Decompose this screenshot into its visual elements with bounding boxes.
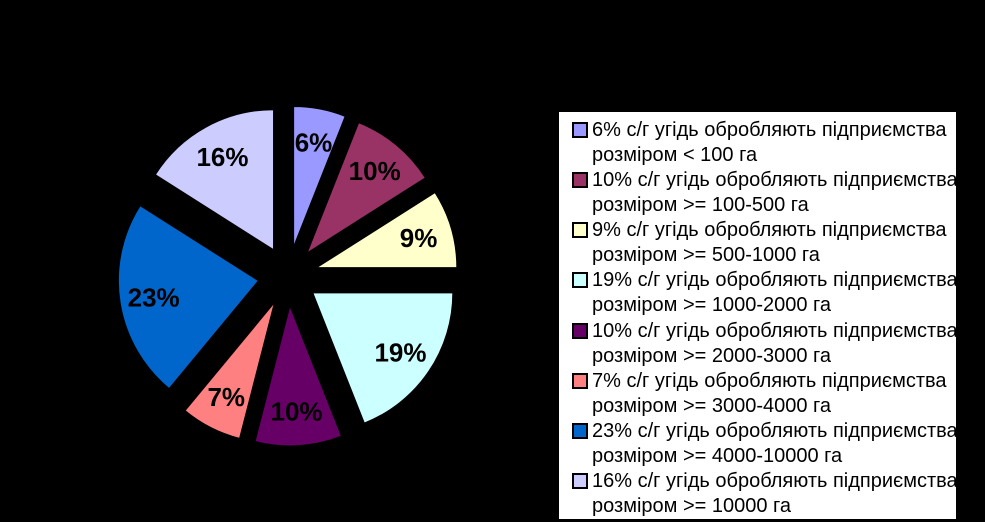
pie-slice-label: 6% <box>295 127 333 157</box>
legend-item: 6% с/г угідь обробляють підприємства роз… <box>572 118 950 168</box>
pie-slice-9% <box>315 191 458 269</box>
pie-slice-label: 16% <box>196 142 248 172</box>
legend-item: 9% с/г угідь обробляють підприємства роз… <box>572 218 950 268</box>
chart-legend: 6% с/г угідь обробляють підприємства роз… <box>557 110 958 521</box>
legend-label: 6% с/г угідь обробляють підприємства роз… <box>592 119 947 166</box>
pie-slice-label: 9% <box>400 223 438 253</box>
legend-swatch <box>572 372 588 389</box>
pie-slice-6% <box>293 106 346 247</box>
legend-swatch <box>572 272 588 289</box>
legend-swatch <box>572 222 588 239</box>
pie-slice-23% <box>117 204 260 390</box>
legend-item: 23% с/г угідь обробляють підприємства ро… <box>572 419 958 469</box>
legend-swatch <box>572 322 588 339</box>
pie-slice-10% <box>306 122 427 255</box>
pie-slice-19% <box>312 292 454 424</box>
pie-slice-label: 23% <box>128 282 180 312</box>
legend-item: 16% с/г угідь обробляють підприємства ро… <box>572 469 958 519</box>
legend-item: 10% с/г угідь обробляють підприємства ро… <box>572 168 958 218</box>
legend-item: 19% с/г угідь обробляють підприємства ро… <box>572 268 958 318</box>
pie-slice-10% <box>254 304 343 447</box>
legend-swatch <box>572 472 588 489</box>
legend-item: 10% с/г угідь обробляють підприємства ро… <box>572 319 958 369</box>
pie-slice-7% <box>184 302 275 439</box>
legend-label: 23% с/г угідь обробляють підприємства ро… <box>592 419 958 467</box>
legend-item: 7% с/г угідь обробляють підприємства роз… <box>572 369 950 419</box>
legend-label: 16% с/г угідь обробляють підприємства ро… <box>592 469 958 517</box>
legend-swatch <box>572 172 588 189</box>
pie-slice-label: 19% <box>374 337 426 367</box>
legend-label: 10% с/г угідь обробляють підприємства ро… <box>592 169 958 217</box>
legend-label: 19% с/г угідь обробляють підприємства ро… <box>592 269 958 317</box>
pie-slice-16% <box>154 109 275 251</box>
legend-label: 9% с/г угідь обробляють підприємства роз… <box>592 219 947 267</box>
legend-swatch <box>572 422 588 439</box>
pie-slice-label: 10% <box>349 156 401 186</box>
pie-slice-label: 10% <box>271 397 323 427</box>
pie-slice-label: 7% <box>207 382 245 412</box>
legend-swatch <box>572 122 588 138</box>
legend-label: 10% с/г угідь обробляють підприємства ро… <box>592 319 958 367</box>
legend-label: 7% с/г угідь обробляють підприємства роз… <box>592 369 947 417</box>
